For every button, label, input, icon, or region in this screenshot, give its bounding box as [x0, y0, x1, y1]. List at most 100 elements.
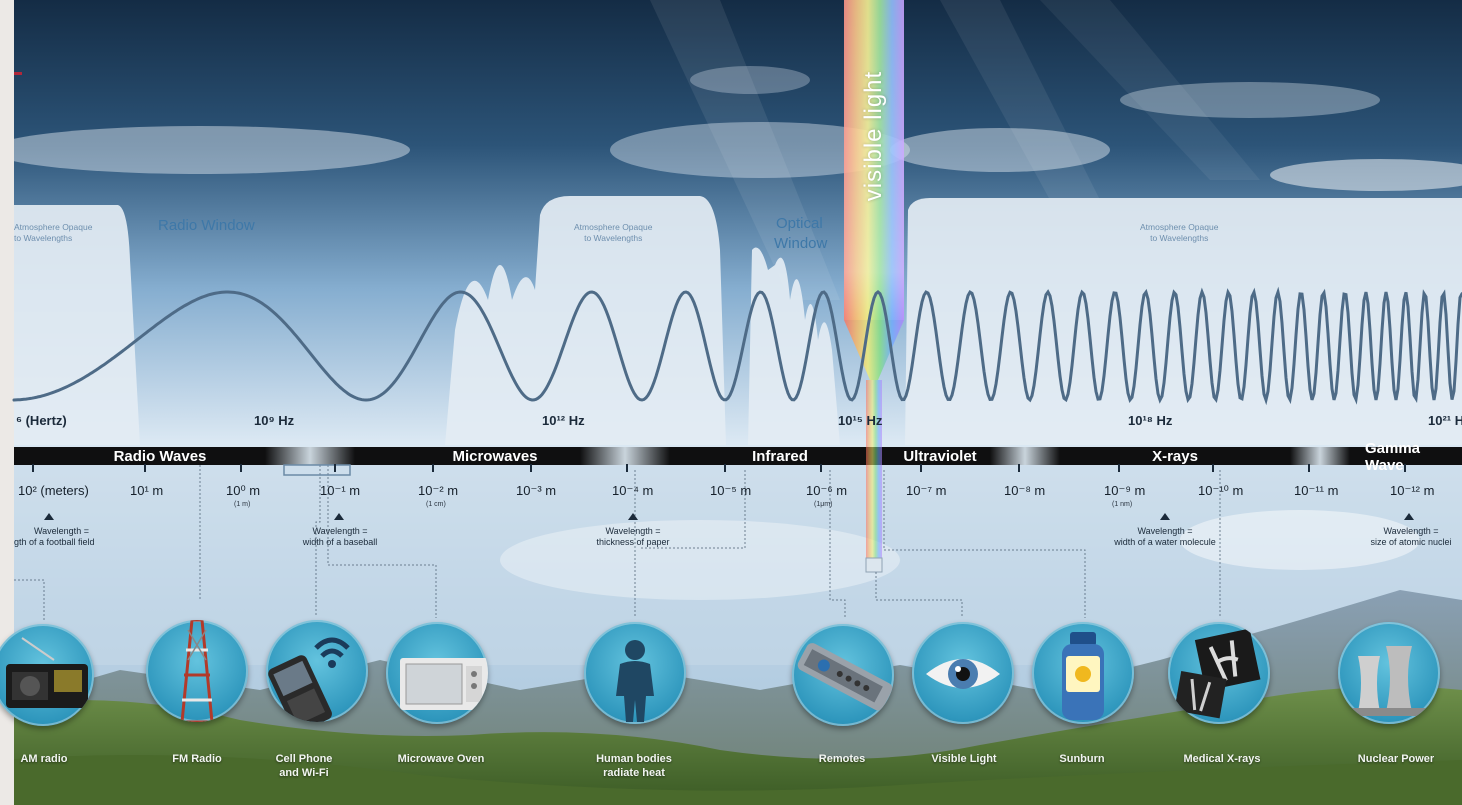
wavelength-tick: [144, 464, 146, 472]
band-x-rays: X-rays: [1152, 448, 1198, 465]
example-label-text: Cell Phone: [275, 753, 333, 765]
wavelength-label: 10⁻¹¹ m: [1294, 483, 1339, 498]
wavelength-label: 10⁻² m: [418, 483, 459, 498]
freq-label-1e12: 10¹² Hz: [542, 413, 585, 428]
opaque-label-text: Atmosphere Opaque: [574, 222, 653, 232]
wavelength-tick: [1212, 464, 1214, 472]
opaque-label-3: Atmosphere Opaque to Wavelengths: [1140, 222, 1218, 245]
wavelength-label: 10⁻¹ m: [320, 483, 361, 498]
remote-control-icon: [797, 643, 893, 711]
wavelength-label: 10⁻⁵ m: [710, 483, 752, 498]
am-radio-circle: [0, 624, 94, 726]
wavelength-label: 10⁻⁷ m: [906, 483, 947, 498]
comparison-water-molecule: Wavelength = width of a water molecule: [1100, 526, 1230, 549]
band-ultraviolet: Ultraviolet: [903, 448, 977, 465]
wavelength-tick: [1018, 464, 1020, 472]
comparison-paper: Wavelength = thickness of paper: [578, 526, 688, 549]
remotes-circle: [792, 624, 894, 726]
example-label-text: FM Radio: [172, 753, 222, 765]
comparison-line2: size of atomic nuclei: [1370, 537, 1452, 548]
wavelength-label: 10⁻³ m: [516, 483, 557, 498]
wavelength-label: 10² (meters): [18, 483, 89, 498]
band-infrared: Infrared: [752, 448, 808, 465]
example-label-visible: Visible Light: [916, 752, 1012, 766]
comparison-line2: thickness of paper: [596, 537, 670, 548]
cell-phone-wifi-icon: [268, 637, 350, 722]
comparison-line1: Wavelength =: [34, 526, 89, 536]
comparison-line2: width of a baseball: [302, 537, 378, 548]
example-label-oven: Microwave Oven: [386, 752, 496, 766]
microwave-oven-icon: [400, 658, 488, 710]
wavelength-tick: [240, 464, 242, 472]
example-label-human: Human bodies radiate heat: [582, 752, 686, 781]
wavelength-tick: [1404, 464, 1406, 472]
example-label-text: Human bodies: [596, 753, 672, 765]
opaque-label-text: to Wavelengths: [584, 233, 643, 244]
freq-label-1e9: 10⁹ Hz: [254, 413, 295, 428]
wavelength-tick: [334, 464, 336, 472]
cell-phone-circle: [266, 620, 368, 722]
eye-icon: [926, 659, 1000, 689]
example-label-text: radiate heat: [603, 767, 665, 780]
wavelength-tick: [724, 464, 726, 472]
example-label-fm: FM Radio: [157, 752, 237, 766]
example-label-cell: Cell Phone and Wi-Fi: [264, 752, 344, 781]
wavelength-label: 10⁻⁸ m: [1004, 483, 1046, 498]
freq-label-hertz: ⁶ (Hertz): [16, 413, 67, 428]
radio-window-label: Radio Window: [158, 217, 255, 234]
example-label-sunburn: Sunburn: [1042, 752, 1122, 766]
comparison-marker: [1404, 513, 1414, 520]
wavelength-label: 10⁻⁹ m: [1104, 483, 1146, 498]
cooling-tower-icon: [1348, 646, 1430, 716]
human-circle: [584, 622, 686, 724]
freq-label-1e21: 10²¹ H: [1428, 413, 1462, 428]
x-ray-film-icon: [1174, 628, 1261, 719]
band-gamma-waves: Gamma Wave: [1365, 439, 1421, 474]
comparison-baseball: Wavelength = width of a baseball: [280, 526, 400, 549]
optical-window-label-line1: Optical: [776, 215, 823, 232]
comparison-line1: Wavelength =: [1137, 526, 1193, 536]
comparison-football: Wavelength = gth of a football field: [14, 526, 124, 549]
comparison-line2: gth of a football field: [14, 537, 95, 548]
comparison-line1: Wavelength =: [605, 526, 661, 536]
freq-label-1e15: 10¹⁵ Hz: [838, 413, 883, 428]
example-label-text: AM radio: [20, 753, 68, 765]
example-label-text: Microwave Oven: [397, 753, 485, 765]
opaque-label-text: to Wavelengths: [1150, 233, 1209, 244]
wavelength-tick: [32, 464, 34, 472]
example-label-remotes: Remotes: [802, 752, 882, 766]
visible-light-label: visible light: [860, 70, 887, 202]
opaque-label-2: Atmosphere Opaque to Wavelengths: [574, 222, 652, 245]
example-label-text: Nuclear Power: [1357, 753, 1435, 765]
medical-x-rays-circle: [1168, 622, 1270, 724]
band-microwaves: Microwaves: [452, 448, 538, 465]
wavelength-label: 10⁻⁶ m: [806, 483, 848, 498]
wavelength-label: 10⁻¹² m: [1390, 483, 1435, 498]
microwave-oven-circle: [386, 622, 488, 724]
wavelength-sublabel: (1μm): [814, 501, 833, 508]
opaque-label-text: Atmosphere Opaque: [1140, 222, 1219, 232]
fm-radio-circle: [146, 620, 248, 722]
comparison-marker: [1160, 513, 1170, 520]
wavelength-tick: [530, 464, 532, 472]
wavelength-tick: [1308, 464, 1310, 472]
wavelength-tick: [432, 464, 434, 472]
example-label-text: Sunburn: [1059, 753, 1105, 765]
example-label-text: Medical X-rays: [1183, 753, 1261, 765]
comparison-marker: [44, 513, 54, 520]
wavelength-tick: [820, 464, 822, 472]
comparison-marker: [628, 513, 638, 520]
opaque-label-text: Atmosphere Opaque: [14, 222, 93, 232]
wavelength-tick: [1118, 464, 1120, 472]
wavelength-sublabel: (1 cm): [426, 501, 446, 508]
wavelength-sublabel: (1 nm): [1112, 501, 1133, 508]
comparison-atomic-nuclei: Wavelength = size of atomic nuclei: [1360, 526, 1462, 549]
wavelength-label: 10¹ m: [130, 483, 164, 498]
sunburn-circle: [1032, 622, 1134, 724]
example-label-xrays: Medical X-rays: [1170, 752, 1274, 766]
human-silhouette-icon: [616, 640, 654, 722]
visible-light-circle: [912, 622, 1014, 724]
wavelength-tick: [920, 464, 922, 472]
